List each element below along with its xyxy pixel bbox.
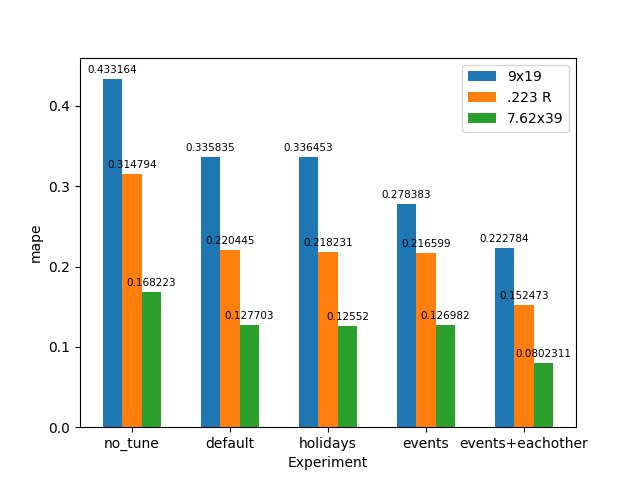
Text: 0.126982: 0.126982: [421, 311, 470, 321]
Bar: [102, 79, 122, 427]
Text: 0.168223: 0.168223: [127, 278, 177, 288]
Text: 0.335835: 0.335835: [186, 144, 235, 153]
Bar: [495, 248, 515, 427]
Legend: 9x19, .223 R, 7.62x39: 9x19, .223 R, 7.62x39: [463, 64, 569, 132]
Text: 0.336453: 0.336453: [284, 143, 333, 153]
Text: 0.216599: 0.216599: [401, 239, 451, 249]
Bar: [240, 324, 259, 427]
Text: 0.314794: 0.314794: [107, 160, 157, 170]
Bar: [318, 252, 338, 427]
Y-axis label: mape: mape: [29, 223, 43, 262]
Bar: [220, 250, 240, 427]
Text: 0.12552: 0.12552: [326, 312, 369, 323]
Bar: [534, 363, 554, 427]
Bar: [200, 157, 220, 427]
Text: 0.222784: 0.222784: [479, 234, 529, 244]
Text: 0.433164: 0.433164: [88, 65, 137, 75]
Bar: [299, 157, 318, 427]
Bar: [515, 305, 534, 427]
Text: 0.278383: 0.278383: [381, 190, 431, 200]
Bar: [122, 174, 141, 427]
Text: 0.218231: 0.218231: [303, 238, 353, 248]
Bar: [416, 253, 436, 427]
X-axis label: Experiment: Experiment: [288, 456, 368, 470]
Bar: [338, 326, 357, 427]
Text: 0.127703: 0.127703: [225, 311, 275, 321]
Text: 0.220445: 0.220445: [205, 236, 255, 246]
Bar: [141, 292, 161, 427]
Text: 0.152473: 0.152473: [499, 291, 549, 300]
Bar: [397, 204, 416, 427]
Bar: [436, 325, 456, 427]
Text: 0.0802311: 0.0802311: [516, 348, 572, 359]
